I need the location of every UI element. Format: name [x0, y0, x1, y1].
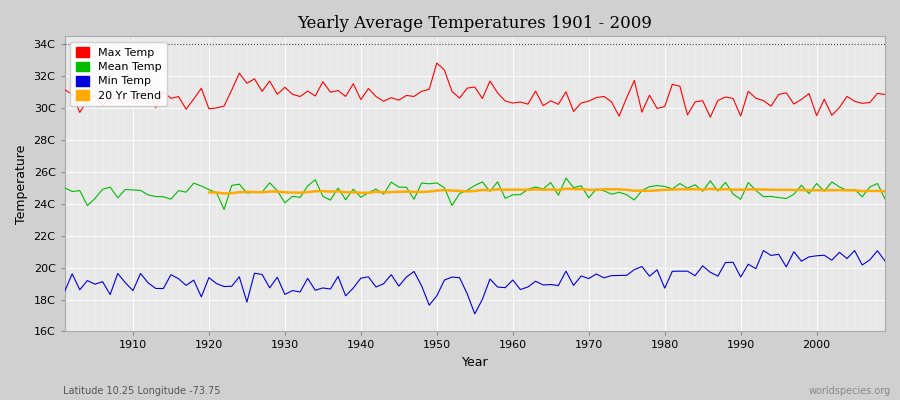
Title: Yearly Average Temperatures 1901 - 2009: Yearly Average Temperatures 1901 - 2009	[297, 15, 652, 32]
Text: worldspecies.org: worldspecies.org	[809, 386, 891, 396]
Text: Latitude 10.25 Longitude -73.75: Latitude 10.25 Longitude -73.75	[63, 386, 220, 396]
Y-axis label: Temperature: Temperature	[15, 144, 28, 224]
Legend: Max Temp, Mean Temp, Min Temp, 20 Yr Trend: Max Temp, Mean Temp, Min Temp, 20 Yr Tre…	[70, 42, 167, 106]
X-axis label: Year: Year	[462, 356, 488, 369]
